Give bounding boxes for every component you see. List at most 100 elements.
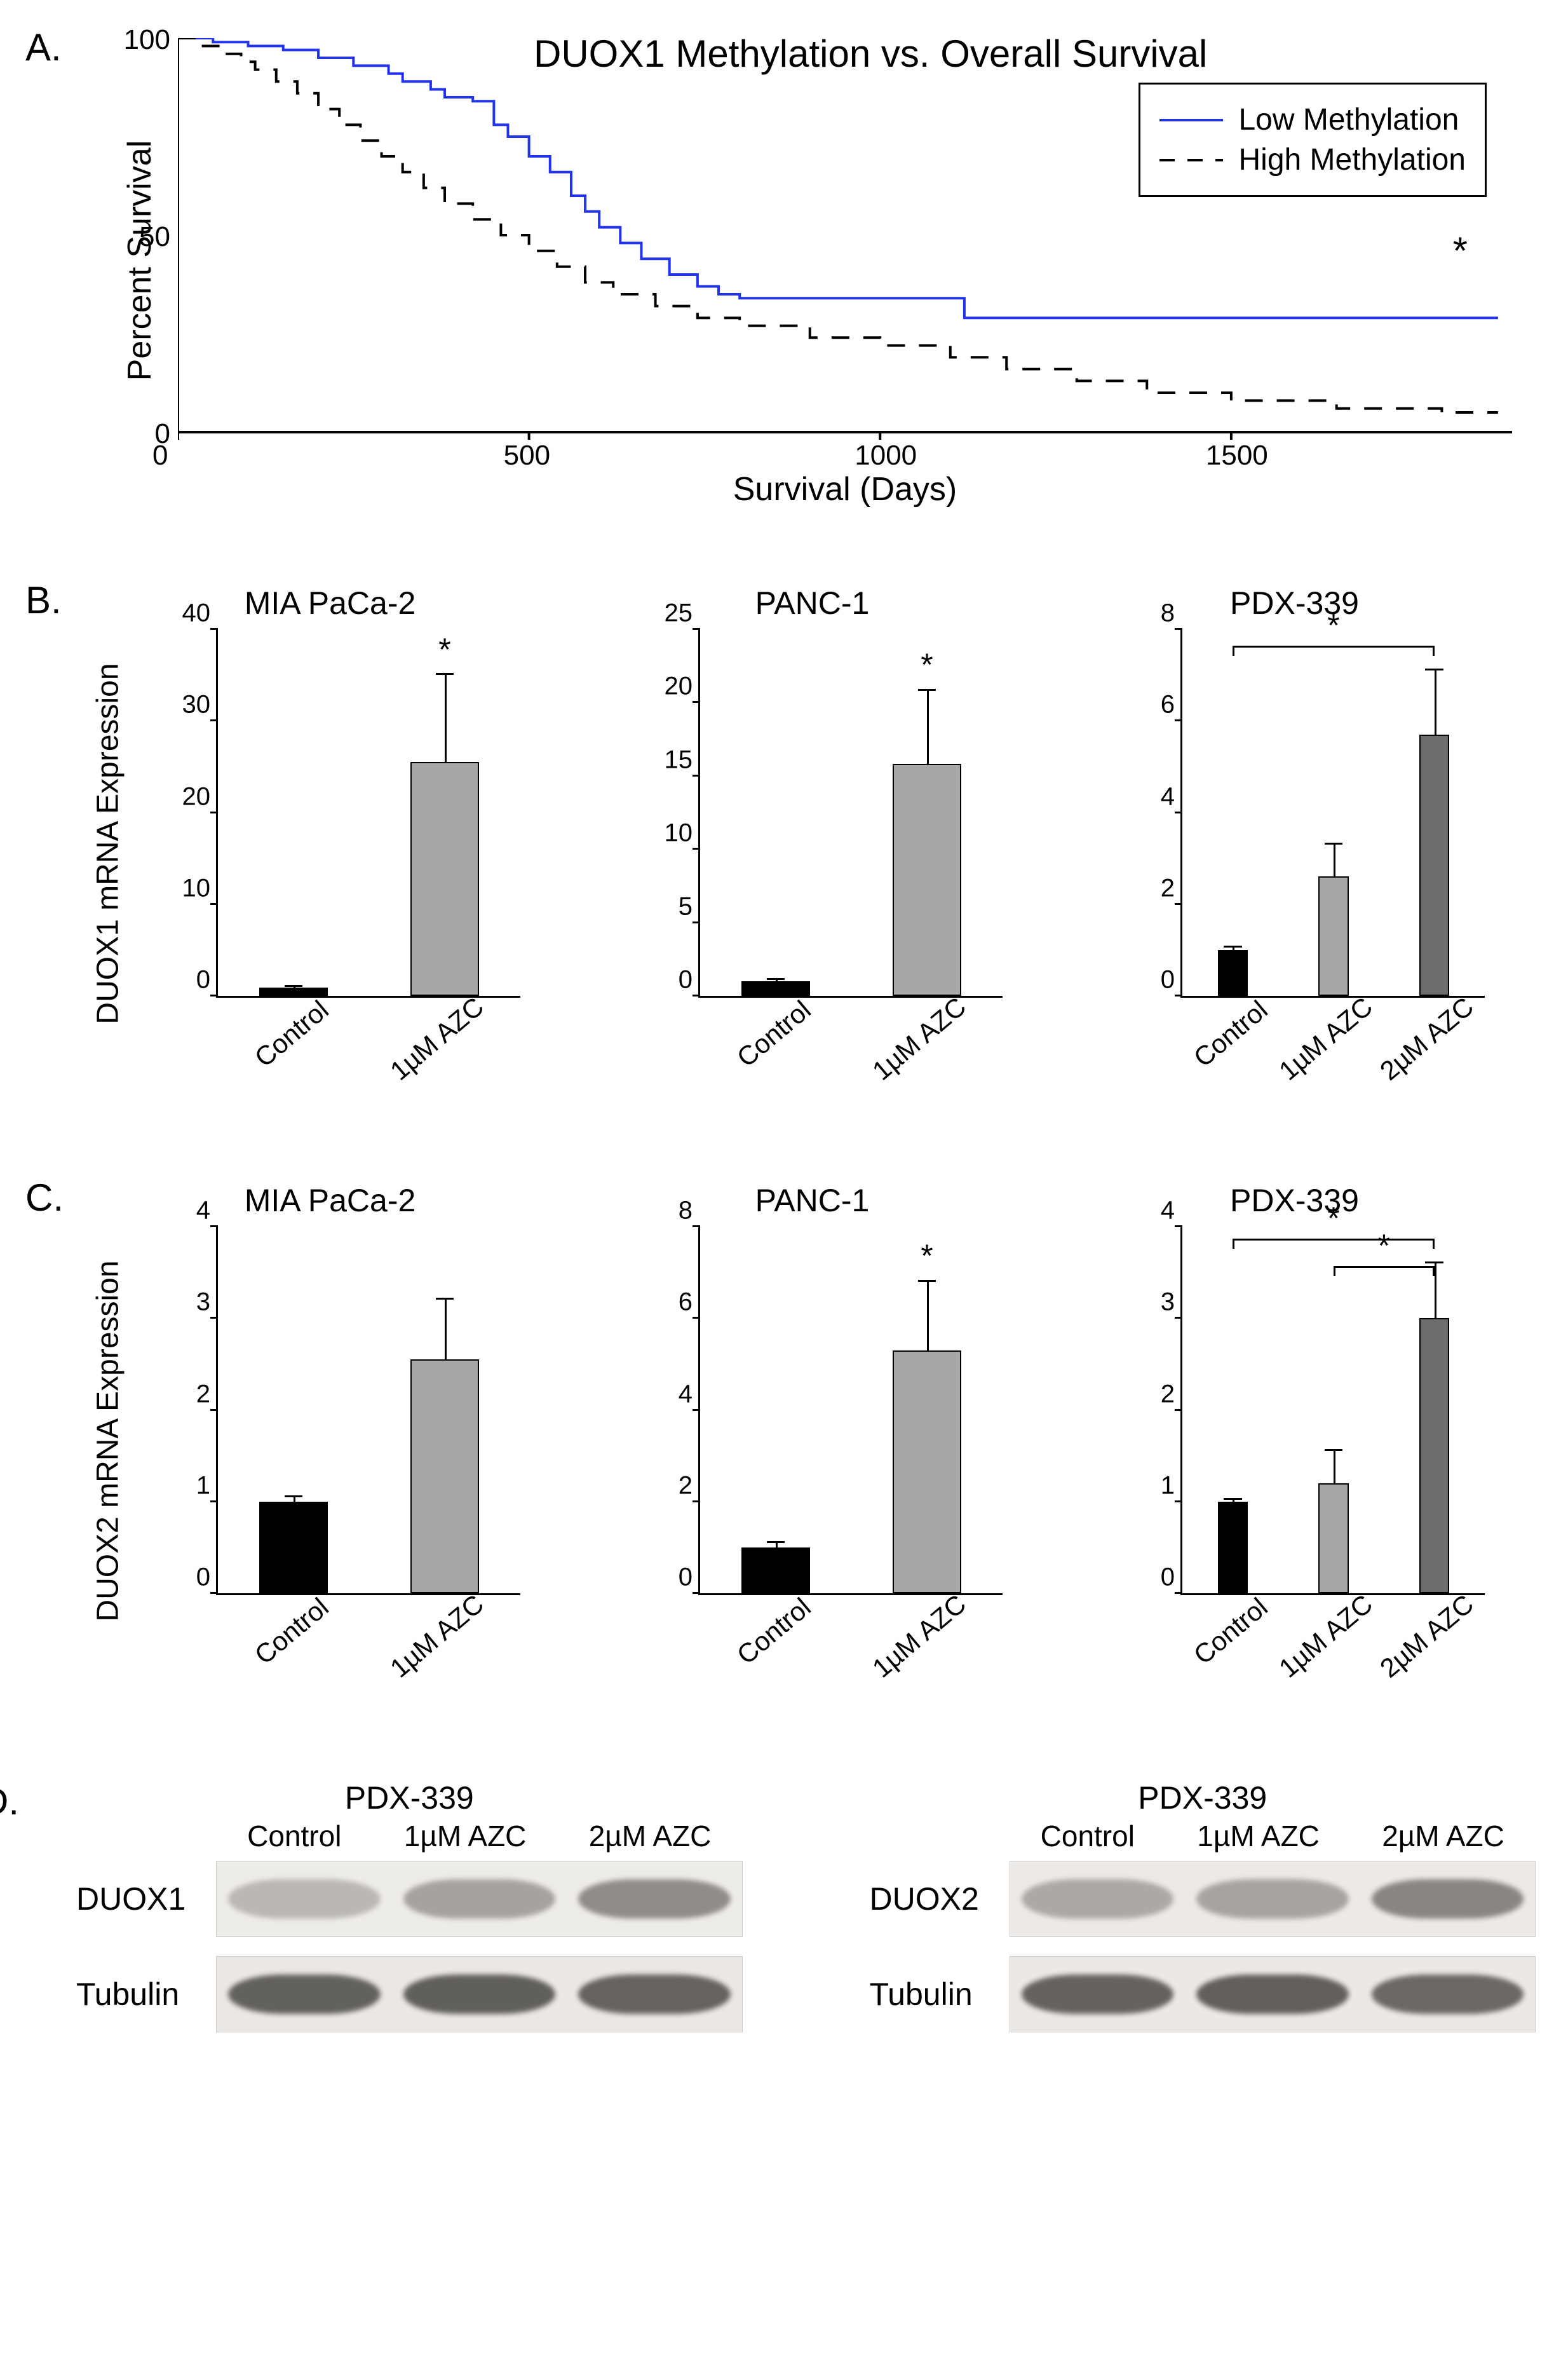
bar-ytick: 4 — [679, 1380, 700, 1408]
blot-band — [1372, 1975, 1524, 2014]
significance-line — [1233, 1239, 1434, 1241]
panel-d: D. PDX-339Control1µM AZC2µM AZCDUOX1Tubu… — [25, 1779, 1536, 2237]
bar — [741, 981, 809, 996]
bar-xcategory: 1µM AZC — [384, 991, 490, 1087]
bar-ytick: 2 — [1161, 874, 1182, 902]
blot-strip — [1010, 1861, 1536, 1937]
bar-xcategory: Control — [731, 1592, 817, 1671]
legend-row: Low Methylation — [1159, 102, 1466, 137]
legend-text: High Methylation — [1238, 142, 1466, 177]
significance-star: * — [1327, 1200, 1339, 1237]
bar-ytick: 8 — [679, 1197, 700, 1225]
significance-star: * — [921, 1237, 933, 1274]
bar-chart-title: PANC-1 — [584, 585, 1041, 622]
significance-star: * — [1327, 607, 1339, 644]
bar-ytick: 40 — [182, 599, 219, 628]
survival-xtick: 500 — [504, 440, 550, 472]
bar-plot-area: 02468Control1µM AZC* — [698, 1227, 1003, 1595]
bar-ytick: 2 — [1161, 1380, 1182, 1408]
bar — [259, 1502, 327, 1593]
bar — [1419, 1318, 1450, 1593]
blot-band — [228, 1975, 381, 2014]
blot-band — [1196, 1879, 1349, 1919]
survival-xtick: 1000 — [855, 440, 917, 472]
bar-ytick: 5 — [679, 892, 700, 921]
bar-xcategory: Control — [1188, 1592, 1274, 1671]
panel-a: A. Percent Survival DUOX1 Methylation vs… — [25, 25, 1536, 547]
blot-lane-label: 1µM AZC — [1197, 1819, 1320, 1853]
bar-xcategory: 1µM AZC — [1273, 1589, 1379, 1684]
bar-ytick: 1 — [196, 1471, 218, 1500]
survival-ylabel: Percent Survival — [121, 133, 159, 388]
bar-xcategory: 2µM AZC — [1374, 991, 1480, 1087]
legend-text: Low Methylation — [1238, 102, 1459, 137]
survival-sig-star: * — [1453, 229, 1468, 273]
survival-xtick: 0 — [152, 440, 168, 472]
bar-chart: PANC-102468Control1µM AZC* — [584, 1182, 1041, 1754]
bar — [259, 988, 327, 996]
bar-xcategory: 1µM AZC — [867, 1589, 972, 1684]
blot-protein-label: Tubulin — [870, 1976, 1010, 2013]
blot-row: Tubulin — [870, 1956, 1536, 2032]
survival-title: DUOX1 Methylation vs. Overall Survival — [534, 32, 1207, 76]
blot-cell-line: PDX-339 — [76, 1779, 743, 1816]
panel-c: C. DUOX2 mRNA Expression MIA PaCa-201234… — [25, 1182, 1536, 1754]
bar-ytick: 4 — [196, 1197, 218, 1225]
bar-chart-title: PDX-339 — [1066, 1182, 1523, 1219]
bar-plot-area: 02468Control1µM AZC2µM AZC* — [1180, 629, 1485, 998]
bar-chart: PANC-10510152025Control1µM AZC* — [584, 585, 1041, 1157]
panel-b: B. DUOX1 mRNA Expression MIA PaCa-201020… — [25, 585, 1536, 1157]
bar-xcategory: Control — [1188, 995, 1274, 1073]
blot-lane-label: Control — [1041, 1819, 1135, 1853]
bar — [741, 1547, 809, 1593]
blot-lane-label: 1µM AZC — [404, 1819, 527, 1853]
panel-c-label: C. — [25, 1176, 64, 1220]
survival-xtick: 1500 — [1206, 440, 1268, 472]
blot-protein-label: DUOX1 — [76, 1880, 216, 1917]
blot-band — [1372, 1879, 1524, 1919]
blot-band — [228, 1879, 381, 1919]
bar — [410, 762, 478, 996]
bar-ytick: 6 — [1161, 691, 1182, 719]
legend-row: High Methylation — [1159, 142, 1466, 177]
bar-ytick: 3 — [196, 1288, 218, 1317]
blot-row: DUOX1 — [76, 1861, 743, 1937]
bar — [893, 764, 961, 996]
bar-xcategory: Control — [731, 995, 817, 1073]
bar-ytick: 30 — [182, 691, 219, 719]
bar-ytick: 20 — [182, 782, 219, 811]
bar-ytick: 6 — [679, 1288, 700, 1317]
significance-star: * — [438, 631, 450, 668]
bar — [1318, 876, 1349, 996]
significance-line — [1334, 1266, 1435, 1268]
bar-xcategory: 1µM AZC — [1273, 991, 1379, 1087]
panel-d-label: D. — [0, 1779, 19, 1823]
bar — [1218, 950, 1248, 996]
bar-xcategory: 1µM AZC — [384, 1589, 490, 1684]
bar-ytick: 2 — [679, 1471, 700, 1500]
bar-ytick: 3 — [1161, 1288, 1182, 1317]
legend-swatch — [1159, 119, 1223, 121]
bar-ytick: 2 — [196, 1380, 218, 1408]
blot-band — [1196, 1975, 1349, 2014]
survival-plot: DUOX1 Methylation vs. Overall Survival 0… — [178, 38, 1512, 496]
blot-cell-line: PDX-339 — [870, 1779, 1536, 1816]
bar-ytick: 10 — [665, 819, 701, 848]
bar-ytick: 15 — [665, 745, 701, 774]
bar-chart-title: MIA PaCa-2 — [102, 1182, 558, 1219]
bar-ytick: 0 — [1161, 1563, 1182, 1592]
bar-ytick: 1 — [1161, 1471, 1182, 1500]
blot-row: Tubulin — [76, 1956, 743, 2032]
bar-chart: PDX-33901234Control1µM AZC2µM AZC** — [1066, 1182, 1523, 1754]
bar-chart: PDX-33902468Control1µM AZC2µM AZC* — [1066, 585, 1523, 1157]
blot-band — [1022, 1879, 1174, 1919]
bar — [893, 1350, 961, 1593]
blot-group: PDX-339Control1µM AZC2µM AZC DUOX1 Tubulin — [76, 1779, 743, 2237]
survival-legend: Low Methylation High Methylation — [1139, 83, 1487, 197]
bar-ytick: 25 — [665, 599, 701, 628]
significance-star: * — [1378, 1227, 1390, 1264]
bar-chart: MIA PaCa-2010203040Control1µM AZC* — [102, 585, 558, 1157]
bar-ytick: 0 — [679, 966, 700, 995]
blot-lane-labels: Control1µM AZC2µM AZC — [76, 1819, 743, 1853]
legend-swatch — [1159, 159, 1223, 161]
